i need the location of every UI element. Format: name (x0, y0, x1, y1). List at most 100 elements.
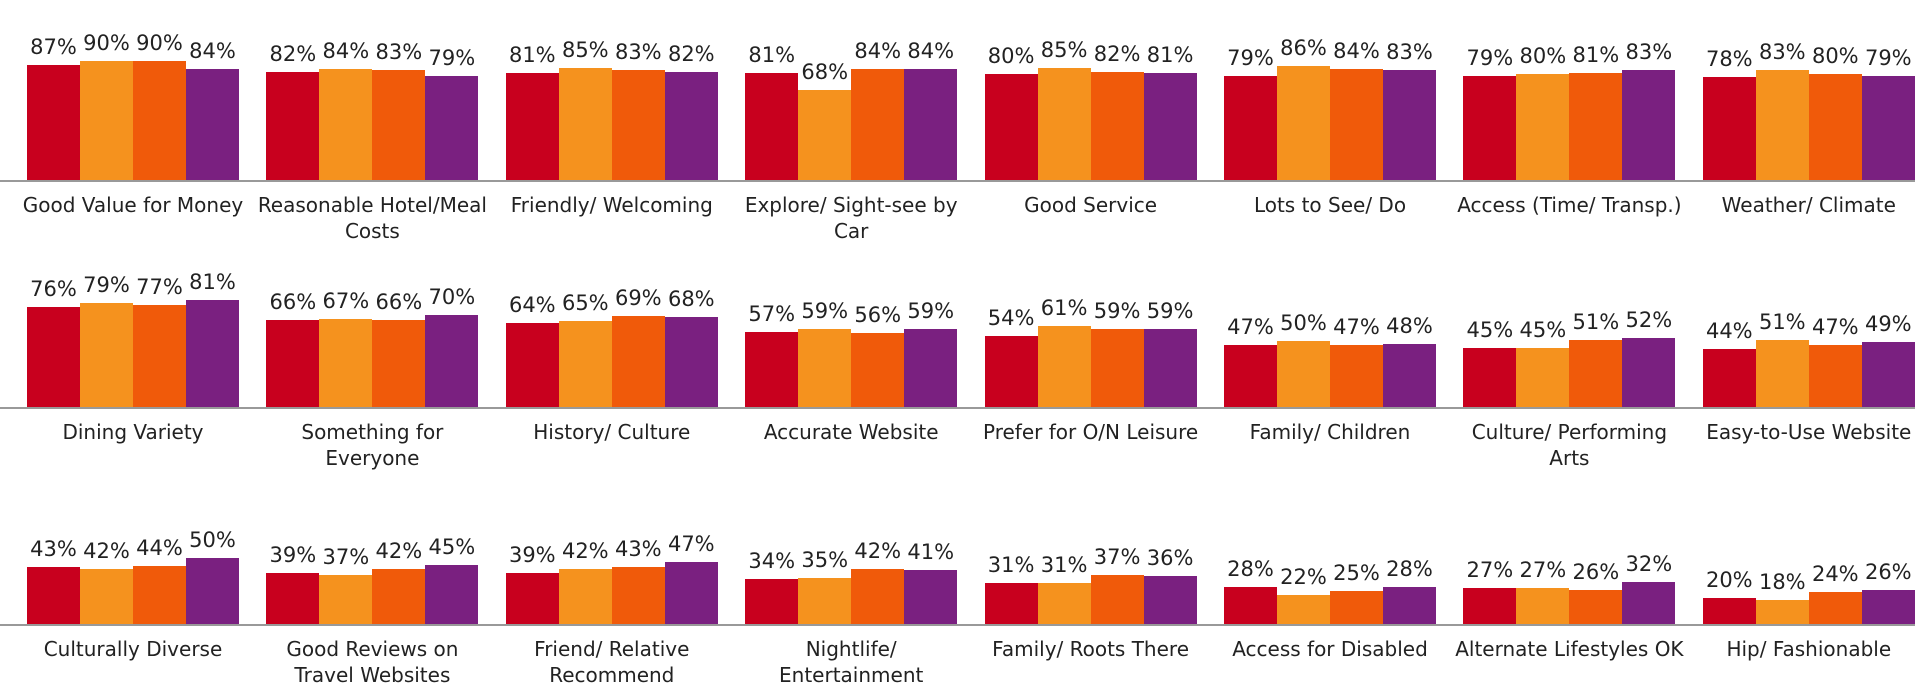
category-label: Friend/ Relative Recommend (534, 637, 690, 687)
value-label: 82% (1093, 41, 1141, 66)
value-label: 87% (30, 35, 77, 60)
value-label: 83% (375, 40, 423, 65)
bar (1383, 70, 1436, 180)
value-label: 82% (667, 41, 715, 66)
baseline (0, 624, 1915, 626)
category-label: Reasonable Hotel/Meal Costs (257, 193, 487, 243)
value-label: 50% (189, 528, 236, 552)
value-label: 67% (322, 288, 370, 313)
category-label: Good Service (1024, 193, 1158, 217)
bar (1463, 75, 1517, 180)
value-label: 47% (1227, 314, 1274, 339)
bar (1277, 341, 1330, 407)
bar (186, 558, 239, 624)
bar (1569, 339, 1623, 407)
value-label: 27% (1466, 558, 1514, 583)
bar (1330, 344, 1383, 407)
bar (984, 335, 1038, 407)
bar (1277, 66, 1330, 180)
value-label: 68% (801, 60, 849, 85)
category-label: Good Value for Money (22, 193, 244, 217)
bar (1516, 74, 1570, 180)
bar (904, 329, 958, 407)
value-label: 85% (1040, 37, 1088, 62)
category-label: Easy-to-Use Website (1706, 420, 1912, 444)
category-label: Alternate Lifestyles OK (1455, 637, 1684, 661)
bar (1224, 75, 1277, 180)
value-label: 47% (667, 531, 715, 556)
value-label: 79% (1864, 45, 1912, 70)
value-label: 24% (1811, 562, 1859, 587)
value-label: 41% (907, 539, 955, 564)
bar (372, 568, 426, 624)
category-label: Culturally Diverse (43, 637, 223, 661)
value-label: 42% (561, 538, 609, 563)
bar (1755, 339, 1809, 407)
category-label: Nightlife/ Entertainment (779, 637, 924, 687)
value-label: 70% (428, 284, 476, 309)
value-label: 25% (1333, 561, 1380, 585)
bar (1622, 70, 1676, 180)
value-label: 81% (1572, 43, 1620, 68)
bar (80, 61, 133, 180)
category-label: Family/ Children (1249, 420, 1411, 444)
bar (1702, 597, 1756, 624)
value-label: 48% (1386, 313, 1433, 338)
value-label: 61% (1040, 296, 1088, 321)
bar (1277, 594, 1330, 624)
value-label: 81% (189, 270, 236, 295)
value-label: 37% (1093, 545, 1141, 570)
value-label: 80% (1519, 44, 1567, 69)
value-label: 49% (1864, 312, 1912, 337)
bar (1090, 71, 1144, 180)
bar (80, 302, 133, 407)
value-label: 43% (30, 537, 77, 562)
bar (27, 306, 80, 407)
value-label: 36% (1146, 546, 1194, 571)
bar (27, 567, 80, 624)
bar (319, 69, 373, 180)
value-label: 44% (1705, 318, 1753, 343)
value-label: 42% (375, 538, 423, 563)
bar (1037, 326, 1091, 407)
bar (984, 583, 1038, 624)
category-label: Dining Variety (62, 420, 204, 444)
value-label: 66% (375, 289, 423, 314)
value-label: 34% (748, 549, 796, 574)
bar (851, 333, 905, 407)
category-label: Something for Everyone (301, 420, 444, 470)
category-label: Access (Time/ Transp.) (1457, 193, 1682, 217)
baseline (0, 180, 1915, 182)
bar (1463, 347, 1517, 407)
category-label: Lots to See/ Do (1253, 193, 1407, 217)
value-label: 82% (269, 41, 317, 66)
value-label: 22% (1280, 564, 1327, 589)
bar (505, 322, 559, 407)
bar (611, 70, 665, 180)
bar (186, 300, 239, 407)
bar (1861, 589, 1915, 624)
bar (1569, 73, 1623, 180)
value-label: 83% (614, 40, 662, 65)
value-label: 27% (1519, 558, 1567, 583)
bar (425, 564, 479, 624)
bar (1808, 74, 1862, 180)
value-label: 84% (907, 39, 955, 64)
value-label: 81% (508, 43, 556, 68)
bar (851, 69, 905, 180)
category-label: Access for Disabled (1232, 637, 1428, 661)
value-label: 64% (508, 292, 556, 317)
value-label: 66% (269, 289, 317, 314)
value-label: 28% (1386, 557, 1433, 582)
value-label: 56% (854, 303, 902, 328)
value-label: 18% (1758, 570, 1806, 595)
value-label: 42% (83, 538, 130, 563)
bar (1037, 67, 1091, 180)
bar (664, 71, 718, 180)
value-label: 31% (987, 553, 1035, 578)
bar (266, 572, 320, 624)
bar (904, 69, 958, 180)
category-label: Family/ Roots There (992, 637, 1189, 661)
bar (133, 61, 186, 180)
bar (745, 579, 799, 624)
